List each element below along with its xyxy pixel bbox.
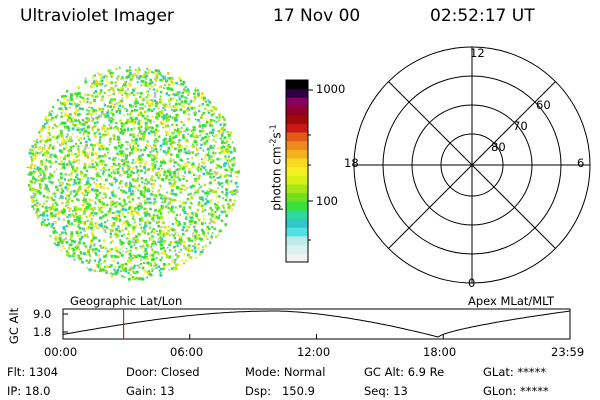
- status-seq: Seq: 13: [364, 384, 408, 398]
- colorbar-cell: [286, 244, 308, 254]
- colorbar-cell: [286, 140, 308, 150]
- lat-label-70: 70: [513, 119, 528, 133]
- timeline-plot: [62, 308, 571, 340]
- colorbar-label-100: 100: [316, 194, 338, 208]
- colorbar-cell: [286, 218, 308, 228]
- mlt-label-6: 6: [577, 156, 585, 170]
- colorbar-cell: [286, 184, 308, 194]
- colorbar: [285, 79, 313, 263]
- colorbar-cell: [286, 97, 308, 107]
- timeline-x-tick-0000: 00:00: [44, 345, 78, 359]
- timeline-y-axis-label: GC Alt: [7, 307, 22, 345]
- date-label: 17 Nov 00: [273, 6, 361, 26]
- polar-grid: [353, 46, 591, 284]
- status-glat: GLat: *****: [483, 365, 547, 379]
- status-glon: GLon: *****: [483, 384, 549, 398]
- colorbar-cell: [286, 158, 308, 168]
- polar-diagonal-2: [388, 81, 556, 249]
- status-ip: IP: 18.0: [7, 384, 51, 398]
- status-door: Door: Closed: [126, 365, 200, 379]
- timeline-label-geographic: Geographic Lat/Lon: [70, 294, 183, 308]
- colorbar-cell: [286, 253, 308, 263]
- timeline-label-apex: Apex MLat/MLT: [468, 294, 555, 308]
- colorbar-cell: [286, 80, 308, 90]
- colorbar-cell: [286, 166, 308, 176]
- altitude-curve: [62, 310, 571, 338]
- colorbar-cell: [286, 132, 308, 142]
- timeline-x-tick-1200: 12:00: [297, 345, 331, 359]
- colorbar-cell: [286, 192, 308, 202]
- mlt-label-18: 18: [344, 156, 359, 170]
- timeline-x-tick-2359: 23:59: [551, 345, 585, 359]
- mlt-label-0: 0: [468, 276, 476, 290]
- status-mode: Mode: Normal: [245, 365, 326, 379]
- colorbar-cell: [286, 175, 308, 185]
- uv-image-pixels: [26, 66, 240, 281]
- colorbar-cell: [286, 210, 308, 220]
- colorbar-cell: [286, 114, 308, 124]
- colorbar-cell: [286, 106, 308, 116]
- mlt-label-12: 12: [470, 46, 485, 60]
- colorbar-cell: [286, 201, 308, 211]
- colorbar-unit-label: photon cm-2s-1: [268, 124, 284, 211]
- colorbar-cell: [286, 88, 308, 98]
- status-gain: Gain: 13: [126, 384, 175, 398]
- colorbar-label-1000: 1000: [316, 82, 346, 96]
- timeline-y-tick-low: 1.8: [33, 325, 52, 339]
- status-gc-alt: GC Alt: 6.9 Re: [364, 365, 445, 379]
- lat-label-60: 60: [536, 98, 551, 112]
- status-dsp: Dsp: 150.9: [245, 384, 315, 398]
- uv-image-disc: [26, 66, 240, 281]
- colorbar-cell: [286, 123, 308, 133]
- status-flight: Flt: 1304: [7, 365, 59, 379]
- colorbar-cell: [286, 236, 308, 246]
- time-label: 02:52:17 UT: [430, 6, 535, 26]
- timeline-y-tick-high: 9.0: [33, 307, 52, 321]
- timeline-x-tick-0600: 06:00: [170, 345, 204, 359]
- colorbar-cell: [286, 227, 308, 237]
- lat-label-80: 80: [491, 140, 506, 154]
- colorbar-cell: [286, 149, 308, 159]
- timeline-x-tick-1800: 18:00: [423, 345, 457, 359]
- instrument-title: Ultraviolet Imager: [20, 6, 174, 26]
